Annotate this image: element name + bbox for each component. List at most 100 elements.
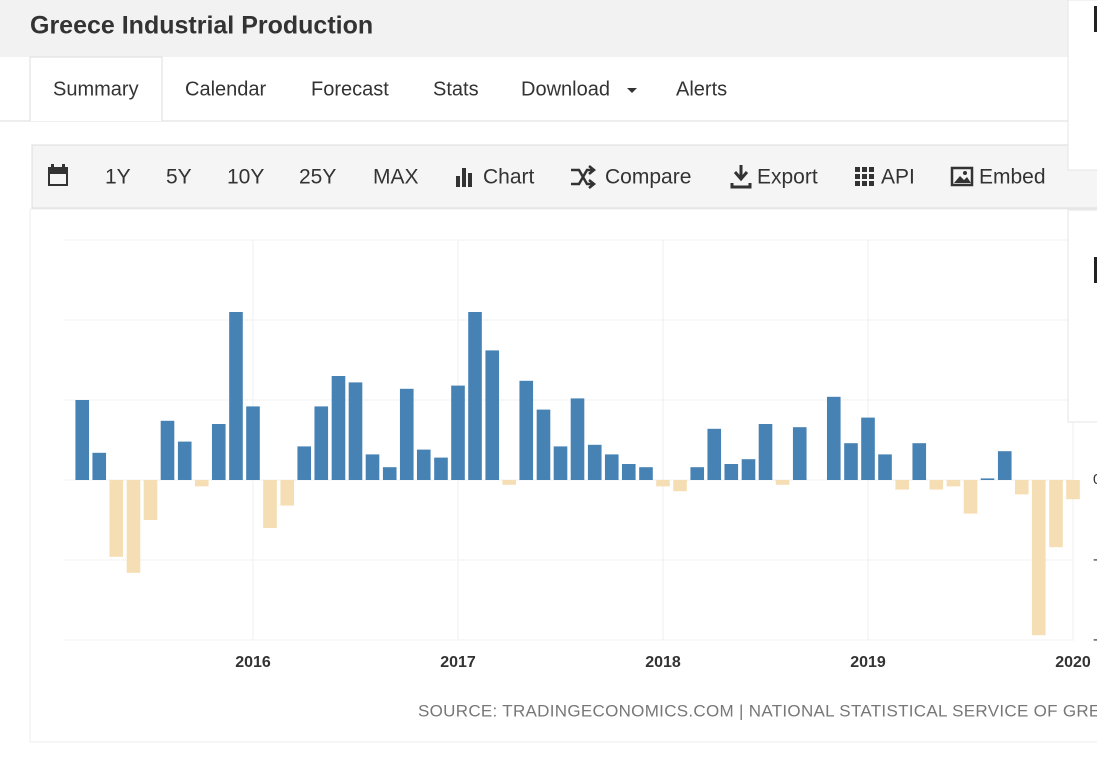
bar: [912, 443, 927, 480]
tab[interactable]: Stats: [433, 78, 479, 100]
header-bar: [0, 0, 1097, 57]
bar: [263, 480, 277, 528]
bar: [1014, 480, 1029, 495]
bar: [229, 312, 243, 480]
toolbar-button[interactable]: Compare: [605, 166, 691, 189]
side-panel: [1067, 0, 1097, 171]
x-tick-label: 2020: [1055, 654, 1091, 671]
chart-icon: [456, 168, 472, 187]
range-button[interactable]: 10Y: [227, 166, 264, 189]
bar: [92, 452, 107, 480]
side-panel-mark: [1094, 257, 1097, 283]
bar: [468, 312, 482, 480]
calendar-icon[interactable]: [48, 164, 68, 186]
bar: [741, 459, 756, 480]
y-tick-label: 0: [1093, 471, 1097, 488]
bar: [844, 443, 858, 480]
bar: [963, 480, 978, 514]
tab[interactable]: Forecast: [311, 78, 389, 100]
export-icon: [730, 165, 752, 189]
bar: [553, 446, 568, 480]
caret: [627, 88, 637, 93]
y-tick-label: -10: [1093, 631, 1097, 648]
bar: [861, 417, 875, 480]
bar: [451, 385, 465, 480]
y-tick-label: -5: [1093, 551, 1097, 568]
bar: [895, 480, 910, 490]
bar: [758, 424, 773, 480]
bar: [75, 400, 90, 480]
bar: [297, 446, 312, 480]
bar: [211, 424, 226, 480]
bar: [1031, 480, 1046, 636]
plot: -10-505101520162017201820192020: [65, 231, 1097, 671]
bar: [775, 480, 790, 485]
bar: [314, 406, 329, 480]
bar: [416, 449, 431, 480]
bar: [331, 376, 346, 480]
bar: [621, 464, 636, 480]
bar: [399, 388, 414, 480]
bar: [246, 406, 260, 480]
bar: [1049, 480, 1063, 548]
toolbar-button[interactable]: Embed: [979, 166, 1046, 189]
bar: [792, 427, 807, 480]
range-button[interactable]: MAX: [373, 166, 419, 189]
bar: [126, 480, 141, 573]
tab[interactable]: Calendar: [185, 78, 267, 100]
bar: [587, 444, 602, 480]
bar: [365, 454, 380, 480]
toolbar-button[interactable]: Export: [757, 166, 818, 189]
bar: [656, 480, 670, 487]
x-tick-label: 2017: [440, 654, 476, 671]
compare-icon: [571, 165, 597, 189]
bar: [485, 350, 500, 480]
range-button[interactable]: 25Y: [299, 166, 336, 189]
range-button[interactable]: 5Y: [166, 166, 192, 189]
bar: [690, 467, 705, 480]
bar: [724, 464, 739, 480]
bar: [194, 480, 209, 487]
tab[interactable]: Download: [521, 78, 610, 100]
bar: [519, 380, 534, 480]
bar: [536, 409, 551, 480]
toolbar-button[interactable]: API: [881, 166, 915, 189]
bar: [673, 480, 687, 492]
bar: [997, 451, 1012, 480]
bar: [929, 480, 944, 490]
bar: [826, 396, 841, 480]
bar: [348, 382, 363, 480]
bar: [143, 480, 158, 520]
bar: [160, 420, 175, 480]
bar: [280, 480, 295, 506]
overlay: [1067, 0, 1097, 423]
bar: [502, 480, 517, 485]
bar: [946, 480, 961, 487]
bar: [177, 441, 192, 480]
chart-frame: [29, 208, 1097, 743]
bar: [980, 478, 995, 480]
embed-icon: [950, 166, 974, 187]
side-panel: [1067, 209, 1097, 423]
tab[interactable]: Summary: [53, 78, 139, 100]
source-note: SOURCE: TRADINGECONOMICS.COM | NATIONAL …: [418, 701, 1097, 720]
bar: [109, 480, 124, 557]
active-tab: [29, 56, 163, 121]
bar: [604, 454, 619, 480]
bar: [707, 428, 722, 480]
bar: [382, 467, 397, 480]
bar: [434, 457, 448, 480]
toolbar: [31, 144, 1097, 209]
bar: [639, 467, 653, 480]
range-button[interactable]: 1Y: [105, 166, 131, 189]
api-icon: [855, 167, 874, 186]
toolbar-button[interactable]: Chart: [483, 166, 535, 189]
bar: [878, 454, 892, 480]
x-tick-label: 2016: [235, 654, 271, 671]
x-tick-label: 2019: [850, 654, 886, 671]
side-panel-mark: [1094, 6, 1097, 32]
x-tick-label: 2018: [645, 654, 681, 671]
page-title: Greece Industrial Production: [30, 12, 373, 40]
tab[interactable]: Alerts: [676, 78, 727, 100]
